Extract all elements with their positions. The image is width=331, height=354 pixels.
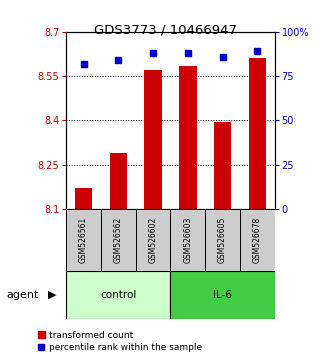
Text: GSM526562: GSM526562: [114, 217, 123, 263]
Bar: [170, 209, 205, 271]
Text: GSM526602: GSM526602: [149, 217, 158, 263]
Legend: transformed count, percentile rank within the sample: transformed count, percentile rank withi…: [38, 331, 203, 353]
Text: GSM526605: GSM526605: [218, 217, 227, 263]
Point: [255, 48, 260, 54]
Point: [150, 50, 156, 56]
Bar: [179, 66, 197, 209]
Bar: [66, 271, 170, 319]
Bar: [101, 209, 136, 271]
Text: GSM526561: GSM526561: [79, 217, 88, 263]
Bar: [144, 70, 162, 209]
Bar: [66, 209, 101, 271]
Text: ▶: ▶: [48, 290, 57, 300]
Bar: [249, 58, 266, 209]
Text: GSM526603: GSM526603: [183, 217, 192, 263]
Text: control: control: [100, 290, 136, 300]
Text: GDS3773 / 10466947: GDS3773 / 10466947: [94, 23, 237, 36]
Point: [185, 50, 191, 56]
Bar: [205, 209, 240, 271]
Point: [116, 57, 121, 63]
Bar: [136, 209, 170, 271]
Bar: [170, 271, 275, 319]
Bar: [110, 153, 127, 209]
Bar: [214, 122, 231, 209]
Bar: [240, 209, 275, 271]
Text: IL-6: IL-6: [213, 290, 232, 300]
Text: GSM526678: GSM526678: [253, 217, 262, 263]
Text: agent: agent: [7, 290, 39, 300]
Bar: [75, 188, 92, 209]
Point: [220, 54, 225, 59]
Point: [81, 61, 86, 67]
